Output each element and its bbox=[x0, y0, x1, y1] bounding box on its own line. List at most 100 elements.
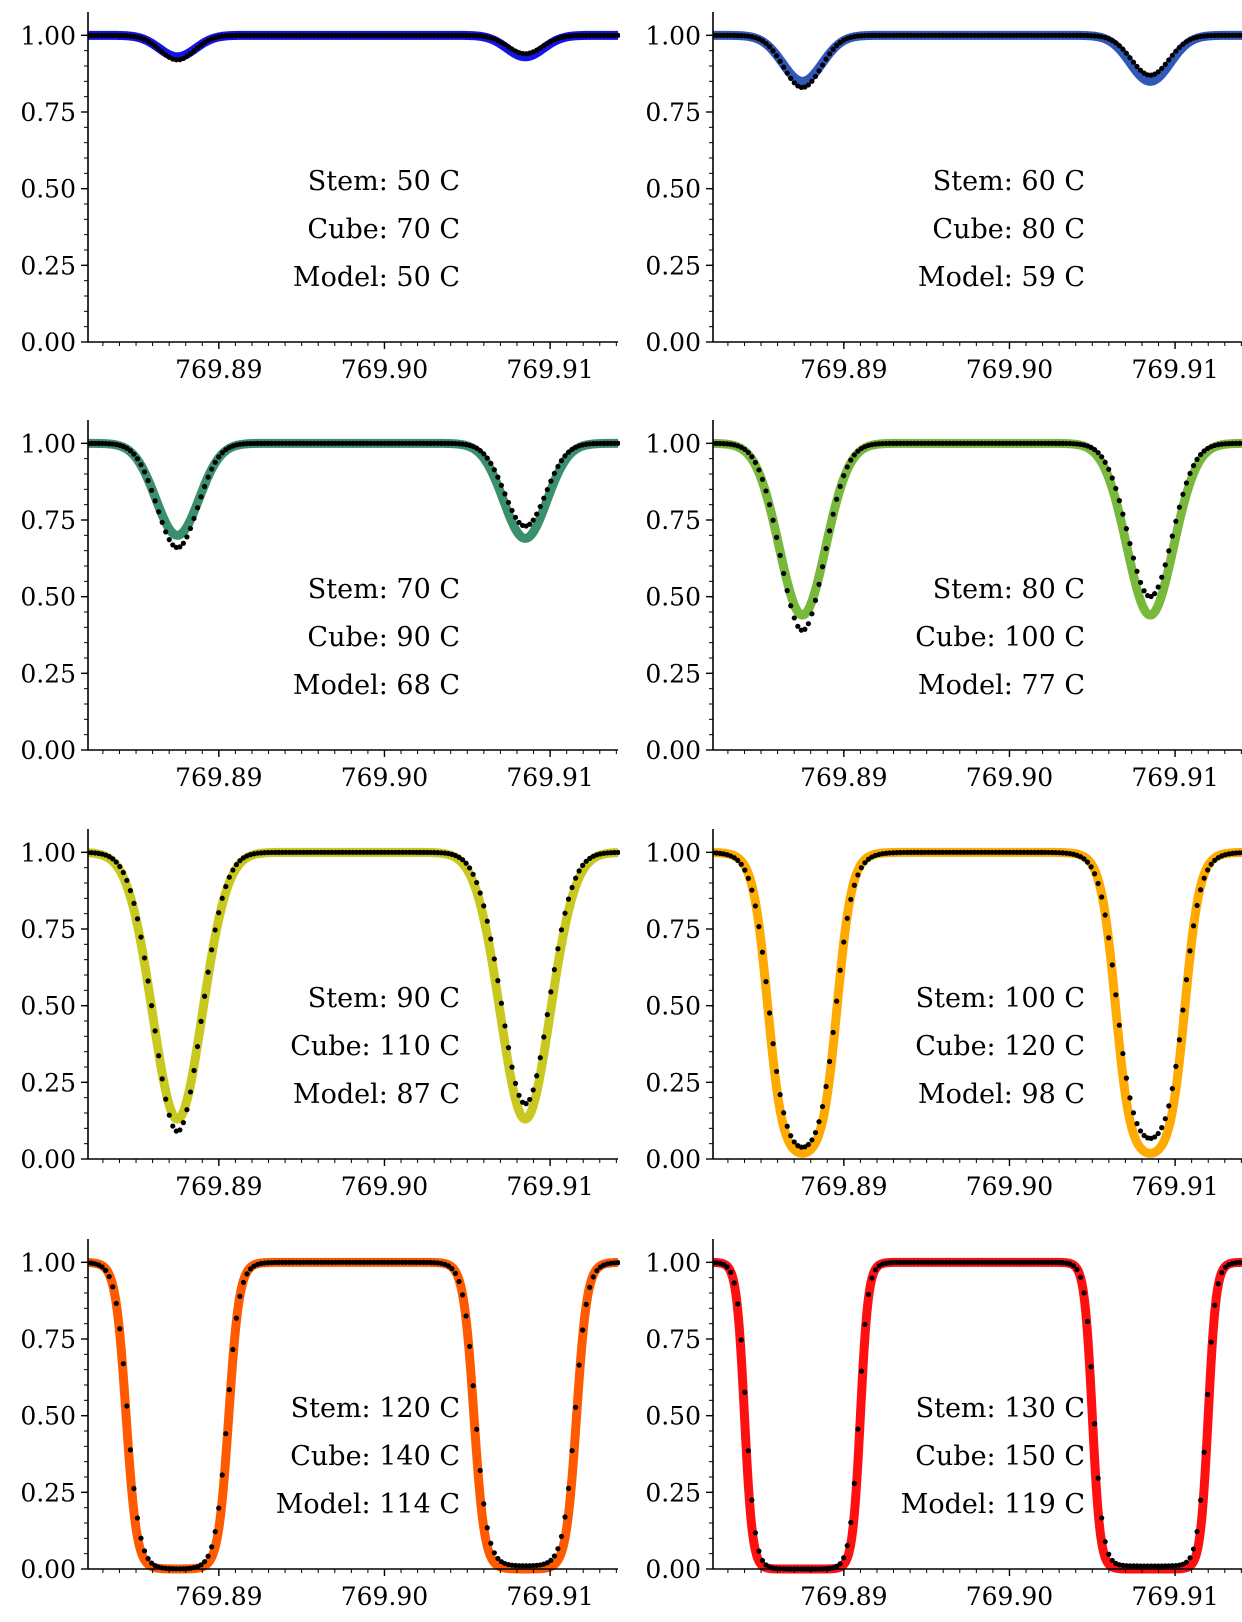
panel-5: 0.00 0.25 0.50 0.75 1.00 769.89 769.90 769.91 St… bbox=[20, 829, 620, 1201]
y-tick-label: 0.25 bbox=[20, 659, 76, 688]
observed-point bbox=[583, 858, 589, 864]
observed-point bbox=[555, 1546, 561, 1552]
observed-point bbox=[1155, 1130, 1161, 1137]
observed-point bbox=[1084, 859, 1091, 865]
observed-point bbox=[1208, 1339, 1214, 1345]
observed-point bbox=[1134, 568, 1140, 574]
observed-point bbox=[202, 993, 208, 999]
observed-point bbox=[191, 48, 197, 54]
observed-point bbox=[858, 1368, 865, 1374]
observed-point bbox=[1099, 454, 1105, 460]
observed-point bbox=[788, 1133, 794, 1139]
observed-point bbox=[1130, 1110, 1137, 1116]
observed-point bbox=[463, 1313, 469, 1319]
observed-point bbox=[1155, 584, 1161, 590]
observed-point bbox=[869, 1275, 875, 1281]
observed-point bbox=[1113, 40, 1119, 46]
observed-point bbox=[580, 1327, 586, 1333]
observed-point bbox=[237, 1293, 243, 1299]
observed-point bbox=[1176, 504, 1182, 510]
observed-point bbox=[1116, 1022, 1122, 1028]
observed-point bbox=[1219, 1270, 1225, 1276]
observed-point bbox=[756, 1548, 762, 1554]
observed-point bbox=[576, 1362, 582, 1368]
observed-point bbox=[530, 1087, 536, 1093]
observed-point bbox=[1109, 962, 1115, 968]
observed-point bbox=[198, 1562, 204, 1568]
observed-point bbox=[805, 621, 812, 627]
observed-point bbox=[449, 1266, 455, 1272]
observed-point bbox=[1130, 59, 1137, 65]
model-curve bbox=[713, 30, 1242, 86]
observed-point bbox=[131, 451, 137, 457]
observed-point bbox=[534, 1073, 540, 1079]
observed-point bbox=[131, 900, 137, 906]
observed-point bbox=[1134, 63, 1140, 70]
observed-point bbox=[1123, 526, 1129, 532]
observed-point bbox=[495, 474, 501, 480]
observed-point bbox=[777, 1092, 783, 1098]
y-tick-label: 0.00 bbox=[20, 328, 76, 357]
observed-point bbox=[544, 1012, 550, 1018]
y-tick-label: 0.00 bbox=[645, 736, 701, 765]
observed-point bbox=[851, 882, 857, 888]
observed-point bbox=[1183, 1559, 1190, 1565]
observed-point bbox=[827, 51, 833, 57]
observed-point bbox=[841, 939, 847, 945]
observed-point bbox=[791, 80, 797, 86]
observed-point bbox=[848, 1519, 854, 1526]
observed-point bbox=[1215, 1281, 1221, 1287]
observed-points bbox=[88, 849, 620, 1134]
observed-point bbox=[134, 1515, 141, 1521]
observed-point bbox=[735, 1301, 741, 1307]
observed-point bbox=[134, 456, 141, 462]
observed-point bbox=[99, 1264, 105, 1270]
observed-point bbox=[537, 503, 543, 510]
observed-point bbox=[777, 552, 783, 558]
observed-point bbox=[615, 440, 620, 446]
y-tick-label: 0.75 bbox=[20, 506, 76, 535]
observed-point bbox=[766, 1010, 773, 1016]
observed-point bbox=[180, 540, 186, 546]
observed-point bbox=[781, 570, 787, 577]
observed-point bbox=[809, 78, 815, 84]
observed-point bbox=[770, 1041, 776, 1047]
observed-point bbox=[1141, 588, 1147, 594]
observed-point bbox=[509, 1064, 515, 1070]
observed-point bbox=[827, 1058, 833, 1065]
y-tick-label: 0.25 bbox=[645, 659, 701, 688]
y-tick-label: 0.25 bbox=[20, 1068, 76, 1097]
observed-point bbox=[512, 514, 519, 520]
observed-point bbox=[216, 454, 222, 460]
observed-point bbox=[541, 1034, 547, 1040]
observed-point bbox=[569, 1448, 575, 1454]
observed-point bbox=[156, 1053, 162, 1059]
observed-point bbox=[816, 68, 822, 74]
observed-point bbox=[127, 448, 133, 454]
observed-point bbox=[226, 874, 232, 880]
observed-point bbox=[226, 1387, 232, 1393]
observed-point bbox=[548, 1557, 554, 1563]
observed-point bbox=[805, 82, 812, 88]
observed-point bbox=[1187, 948, 1193, 954]
observed-point bbox=[1148, 593, 1154, 600]
observed-point bbox=[166, 1112, 172, 1118]
y-tick-label: 0.50 bbox=[20, 583, 76, 612]
observed-point bbox=[1183, 977, 1190, 983]
observed-point bbox=[516, 519, 522, 526]
observed-point bbox=[505, 499, 512, 506]
cube-annotation: Cube: 80 C bbox=[932, 214, 1085, 245]
observed-point bbox=[763, 488, 769, 494]
observed-point bbox=[1077, 1274, 1084, 1280]
observed-point bbox=[1088, 1364, 1094, 1370]
observed-point bbox=[759, 476, 766, 482]
cube-annotation: Cube: 120 C bbox=[915, 1031, 1085, 1062]
x-tick-label: 769.91 bbox=[506, 1582, 593, 1611]
observed-point bbox=[1113, 485, 1119, 492]
observed-point bbox=[1155, 69, 1161, 75]
observed-point bbox=[1137, 579, 1144, 586]
observed-point bbox=[837, 483, 843, 489]
observed-point bbox=[1176, 1037, 1182, 1043]
observed-point bbox=[1180, 491, 1186, 497]
y-tick-label: 1.00 bbox=[20, 838, 76, 867]
